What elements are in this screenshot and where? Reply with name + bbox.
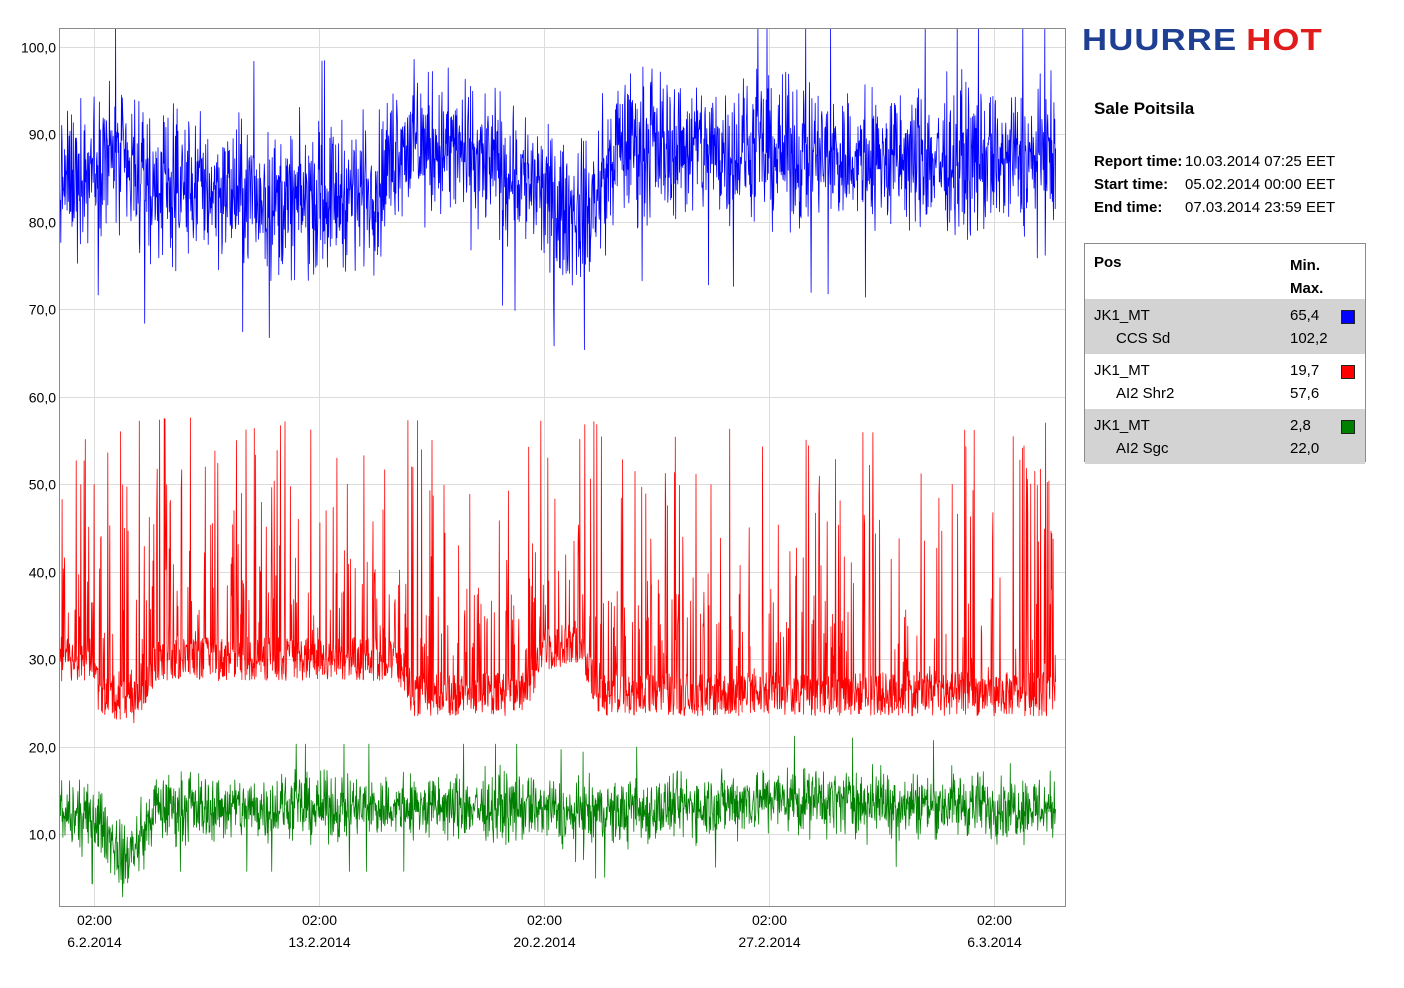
y-tick-label: 10,0 — [29, 827, 56, 843]
legend-header: Pos Min. Max. — [1085, 244, 1365, 299]
x-tick-time-label: 02:00 — [977, 912, 1012, 928]
end-time-row: End time: 07.03.2014 23:59 EET — [1094, 196, 1335, 219]
x-tick-time-label: 02:00 — [77, 912, 112, 928]
x-tick-time-label: 02:00 — [752, 912, 787, 928]
legend-swatch-green — [1341, 420, 1355, 434]
legend-row-max: 57,6 — [1290, 385, 1320, 402]
legend-header-minmax: Min. Max. — [1290, 254, 1323, 300]
y-tick-label: 20,0 — [29, 740, 56, 756]
y-tick-label: 70,0 — [29, 302, 56, 318]
huurre-hot-logo: HUURRE HOT — [1082, 22, 1323, 58]
x-tick-date-label: 13.2.2014 — [288, 934, 350, 950]
legend-row-ccs-sd: JK1_MT CCS Sd 65,4 102,2 — [1085, 299, 1365, 354]
y-axis-ticks: 10,0 20,0 30,0 40,0 50,0 60,0 70,0 80,0 90,0 100,… — [21, 40, 56, 843]
start-time-label: Start time: — [1094, 176, 1169, 193]
legend-row-name1: JK1_MT — [1094, 417, 1150, 434]
start-time-value: 05.02.2014 00:00 EET — [1185, 176, 1336, 193]
legend-swatch-blue — [1341, 310, 1355, 324]
legend-row-min: 65,4 — [1290, 307, 1320, 324]
x-tick-date-label: 27.2.2014 — [738, 934, 800, 950]
legend-row-ai2-sgc: JK1_MT AI2 Sgc 2,8 22,0 — [1085, 409, 1365, 464]
report-time-row: Report time: 10.03.2014 07:25 EET — [1094, 150, 1335, 173]
x-tick-time-label: 02:00 — [527, 912, 562, 928]
series-line-ai2-shr2 — [60, 417, 1056, 724]
series-line-ccs-sd — [60, 29, 1056, 351]
x-axis-ticks: 02:00 6.2.2014 02:00 13.2.2014 02:00 20.2.201… — [67, 912, 1022, 950]
end-time-value: 07.03.2014 23:59 EET — [1185, 199, 1336, 216]
x-tick-time-label: 02:00 — [302, 912, 337, 928]
x-tick-date-label: 20.2.2014 — [513, 934, 575, 950]
legend-row-name1: JK1_MT — [1094, 307, 1150, 324]
x-tick-date-label: 6.3.2014 — [967, 934, 1022, 950]
y-tick-label: 50,0 — [29, 477, 56, 493]
x-tick-date-label: 6.2.2014 — [67, 934, 122, 950]
legend-swatch-red — [1341, 365, 1355, 379]
legend-row-max: 102,2 — [1290, 330, 1328, 347]
y-tick-label: 60,0 — [29, 390, 56, 406]
legend-row-min: 19,7 — [1290, 362, 1320, 379]
y-tick-label: 40,0 — [29, 565, 56, 581]
end-time-label: End time: — [1094, 199, 1163, 216]
legend-row-min: 2,8 — [1290, 417, 1311, 434]
legend-header-max: Max. — [1290, 280, 1324, 297]
legend-row-name1: JK1_MT — [1094, 362, 1150, 379]
report-info: Report time: 10.03.2014 07:25 EET Start … — [1094, 150, 1335, 219]
y-tick-label: 80,0 — [29, 215, 56, 231]
y-tick-label: 90,0 — [29, 127, 56, 143]
report-time-label: Report time: — [1094, 153, 1183, 170]
legend-header-pos: Pos — [1094, 254, 1122, 271]
legend-row-max: 22,0 — [1290, 440, 1320, 457]
site-title: Sale Poitsila — [1094, 99, 1195, 118]
report-time-value: 10.03.2014 07:25 EET — [1185, 153, 1336, 170]
y-tick-label: 100,0 — [21, 40, 56, 56]
legend-row-name2: CCS Sd — [1116, 330, 1171, 347]
legend-row-ai2-shr2: JK1_MT AI2 Shr2 19,7 57,6 — [1085, 354, 1365, 409]
chart-area: 10,0 20,0 30,0 40,0 50,0 60,0 70,0 80,0 90,0 100,… — [21, 28, 1066, 950]
legend-table: Pos Min. Max. JK1_MT CCS Sd 65,4 102,2 J… — [1084, 243, 1366, 464]
legend-row-name2: AI2 Shr2 — [1116, 385, 1175, 402]
start-time-row: Start time: 05.02.2014 00:00 EET — [1094, 173, 1335, 196]
series-line-ai2-sgc — [60, 735, 1056, 898]
logo-word-a: HUURRE — [1082, 22, 1238, 57]
line-chart: 10,0 20,0 30,0 40,0 50,0 60,0 70,0 80,0 90,0 100,… — [21, 28, 1066, 950]
y-tick-label: 30,0 — [29, 652, 56, 668]
grid-lines — [60, 29, 1065, 906]
legend-row-name2: AI2 Sgc — [1116, 440, 1169, 457]
series-layer — [60, 29, 1056, 898]
legend-header-min: Min. — [1290, 257, 1320, 274]
logo-word-b: HOT — [1246, 22, 1323, 57]
